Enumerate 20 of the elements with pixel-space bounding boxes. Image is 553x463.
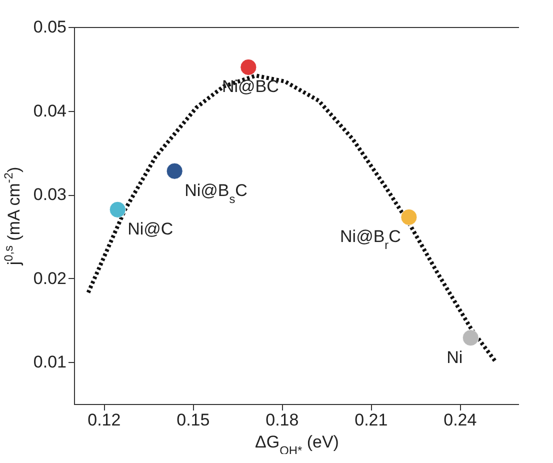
point — [166, 162, 183, 180]
y-tick-label: 0.02 — [33, 268, 66, 288]
y-tick-label: 0.03 — [33, 185, 66, 204]
x-tick-label: 0.12 — [88, 410, 121, 430]
point — [109, 201, 126, 218]
y-tick-label: 0.04 — [33, 101, 66, 120]
series-label: Ni — [446, 348, 463, 367]
series-label: Ni@BC — [222, 77, 279, 96]
point — [400, 208, 418, 226]
point — [462, 330, 479, 346]
x-tick-label: 0.15 — [176, 410, 210, 430]
x-tick-label: 0.24 — [444, 410, 477, 430]
point — [240, 58, 257, 76]
series-label: Ni@B$_{s}$C — [184, 181, 248, 206]
series-label: Ni@C — [128, 220, 174, 239]
series-label: Ni@B$_{r}$C — [340, 227, 401, 252]
x-tick-label: 0.21 — [354, 410, 388, 430]
y-tick-label: 0.01 — [33, 352, 66, 372]
y-tick-label: 0.05 — [33, 18, 66, 36]
x-tick-label: 0.18 — [266, 410, 299, 430]
